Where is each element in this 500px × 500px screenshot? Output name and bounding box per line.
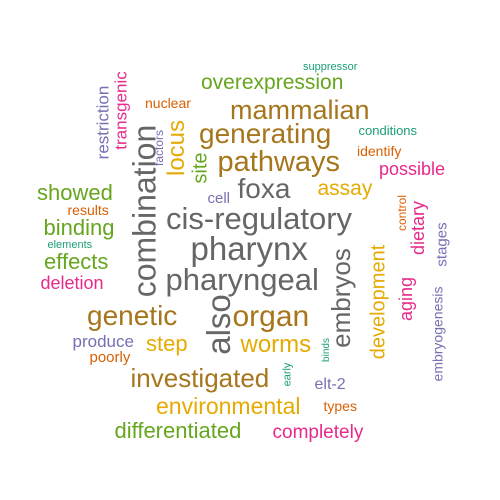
word-locus: locus [163,119,191,177]
word-environmental: environmental [156,392,301,419]
word-nuclear: nuclear [145,95,191,111]
word-possible: possible [379,159,446,179]
word-generating: generating [199,118,332,149]
word-pharyngeal: pharyngeal [165,261,319,297]
word-assay: assay [317,176,373,200]
word-conditions: conditions [358,122,418,138]
word-binds: binds [320,338,332,362]
word-development: development [366,244,389,360]
word-differentiated: differentiated [114,418,242,443]
word-pharynx: pharynx [190,229,308,267]
word-genetic: genetic [87,300,178,331]
word-site: site [189,152,212,184]
word-cell: cell [207,189,231,207]
word-elements: elements [47,238,93,251]
word-overexpression: overexpression [201,70,344,94]
word-deletion: deletion [40,273,104,293]
word-suppressor: suppressor [303,60,358,73]
word-showed: showed [37,180,113,205]
word-restriction: restriction [93,85,113,159]
word-embryogenesis: embryogenesis [428,286,445,382]
word-poorly: poorly [89,348,131,366]
word-embryos: embryos [325,248,356,348]
word-foxa: foxa [237,173,291,204]
word-step: step [146,331,188,356]
word-effects: effects [44,249,109,274]
word-completely: completely [272,421,364,443]
word-binding: binding [43,215,115,240]
word-combination: combination [125,124,162,298]
word-results: results [67,202,109,218]
word-control: control [395,194,410,232]
word-stages: stages [433,221,451,267]
word-identify: identify [357,143,402,159]
word-worms: worms [240,331,312,358]
word-early: early [281,362,294,386]
word-organ: organ [232,300,310,333]
word-dietary: dietary [408,200,429,256]
word-investigated: investigated [130,363,270,393]
word-elt-2: elt-2 [314,376,346,393]
word-pathways: pathways [217,145,341,178]
word-cis-regulatory: cis-regulatory [166,200,353,236]
word-types: types [323,398,357,414]
word-aging: aging [396,276,417,322]
word-mammalian: mammalian [230,94,370,125]
word-also: also [199,293,237,355]
word-produce: produce [72,331,134,351]
